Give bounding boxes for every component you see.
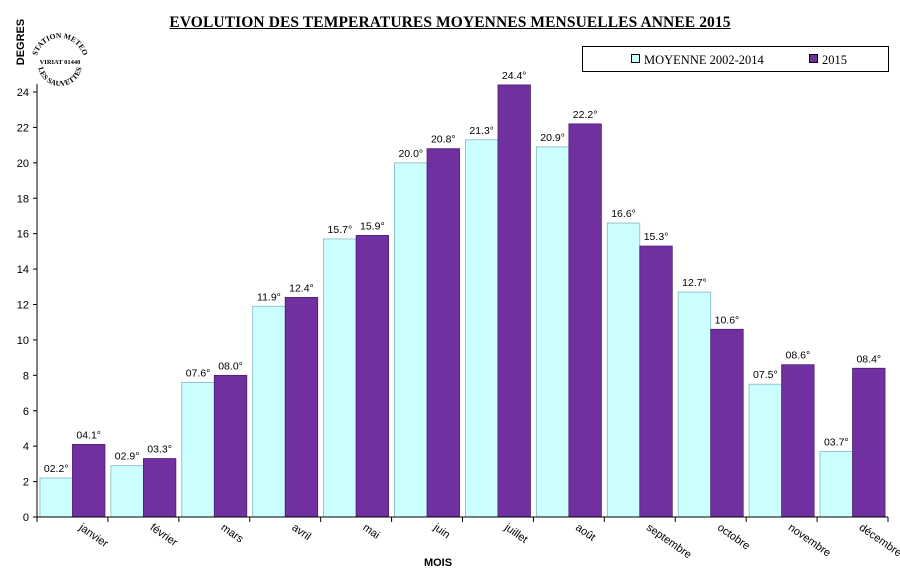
bar-2015 (426, 148, 460, 518)
data-label: 21.3° (469, 125, 494, 137)
data-label: 20.0° (398, 148, 423, 160)
bar-average (748, 383, 783, 518)
chart-title: EVOLUTION DES TEMPERATURES MOYENNES MENS… (169, 14, 731, 31)
x-tick-label: septembre (644, 522, 693, 562)
x-tick-label: décembre (857, 522, 900, 560)
bar-average (181, 382, 215, 518)
legend-swatch-average (631, 54, 640, 63)
data-label: 02.9° (115, 451, 140, 463)
y-tick-label: 22 (17, 122, 29, 134)
bar-average (394, 162, 428, 518)
bar-2015 (355, 235, 390, 518)
stamp-line2: VIRIAT 01440 (40, 59, 81, 66)
legend-item-2015: 2015 (809, 53, 847, 67)
x-tick-label: octobre (715, 522, 752, 553)
y-tick-label: 18 (17, 193, 29, 205)
bar-average (323, 238, 357, 518)
data-label: 16.6° (611, 208, 636, 220)
data-label: 03.3° (147, 444, 172, 456)
x-tick-label: juillet (501, 521, 529, 546)
data-label: 15.9° (360, 220, 385, 232)
y-tick-label: 10 (17, 335, 29, 347)
legend-label-2015: 2015 (822, 53, 847, 67)
bar-2015 (710, 328, 744, 518)
y-tick-label: 4 (23, 441, 29, 453)
data-label: 04.1° (76, 429, 101, 441)
data-label: 08.4° (856, 353, 881, 365)
y-tick-label: 12 (17, 300, 29, 312)
bar-average (465, 139, 499, 518)
stamp-svg: STATION METEO VIRIAT 01440 LES SAUVETTES (30, 31, 90, 88)
bar-average (110, 465, 144, 518)
y-axis-title: DEGRES (15, 19, 27, 65)
bar-2015 (213, 374, 248, 518)
data-label: 20.9° (540, 132, 565, 144)
data-label: 08.6° (786, 350, 811, 362)
x-tick-label: mai (360, 522, 381, 542)
y-tick-label: 20 (17, 158, 29, 170)
bar-2015 (72, 443, 106, 518)
x-axis-title: MOIS (424, 557, 452, 569)
data-label: 20.8° (431, 134, 456, 146)
data-label: 11.9° (257, 291, 281, 303)
data-label: 24.4° (502, 70, 527, 82)
data-label: 12.4° (289, 282, 314, 294)
data-label: 15.7° (328, 224, 353, 236)
y-tick-label: 6 (23, 406, 29, 418)
bar-average (606, 222, 641, 518)
data-label: 02.2° (44, 463, 69, 475)
bar-average (39, 477, 73, 518)
y-tick-label: 0 (23, 512, 29, 524)
bar-2015 (852, 367, 886, 518)
bar-2015 (284, 297, 319, 518)
y-tick-label: 8 (23, 370, 29, 382)
station-stamp-logo: STATION METEO VIRIAT 01440 LES SAUVETTES (28, 28, 92, 92)
bar-2015 (639, 245, 673, 518)
y-tick-label: 14 (17, 264, 29, 276)
data-label: 07.6° (186, 367, 211, 379)
x-tick-label: janvier (76, 521, 111, 550)
y-tick-label: 2 (23, 477, 29, 489)
legend-swatch-2015 (809, 54, 818, 63)
bar-average (819, 451, 853, 518)
x-tick-label: février (148, 522, 180, 550)
x-tick-label: mars (219, 522, 246, 546)
y-tick-label: 16 (17, 229, 29, 241)
x-tick-label: août (573, 522, 597, 544)
data-label: 12.7° (682, 277, 707, 289)
data-label: 15.3° (644, 231, 669, 243)
data-label: 08.0° (218, 360, 243, 372)
x-tick-label: novembre (786, 522, 833, 560)
bar-average (535, 146, 570, 518)
bar-2015 (568, 123, 602, 518)
y-tick-label: 24 (17, 87, 29, 99)
x-tick-label: avril (289, 522, 312, 543)
legend-label-average: MOYENNE 2002-2014 (644, 53, 764, 67)
data-label: 07.5° (753, 369, 778, 381)
data-label: 10.6° (715, 314, 740, 326)
bar-2015 (781, 364, 815, 518)
bar-average (677, 291, 712, 518)
bar-2015 (497, 84, 531, 518)
x-tick-label: juin (431, 521, 453, 541)
data-label: 03.7° (824, 436, 849, 448)
data-label: 22.2° (573, 109, 598, 121)
legend-item-average: MOYENNE 2002-2014 (631, 53, 764, 67)
bar-2015 (142, 458, 177, 518)
legend: MOYENNE 2002-2014 2015 (582, 46, 889, 72)
bar-average (252, 305, 286, 518)
